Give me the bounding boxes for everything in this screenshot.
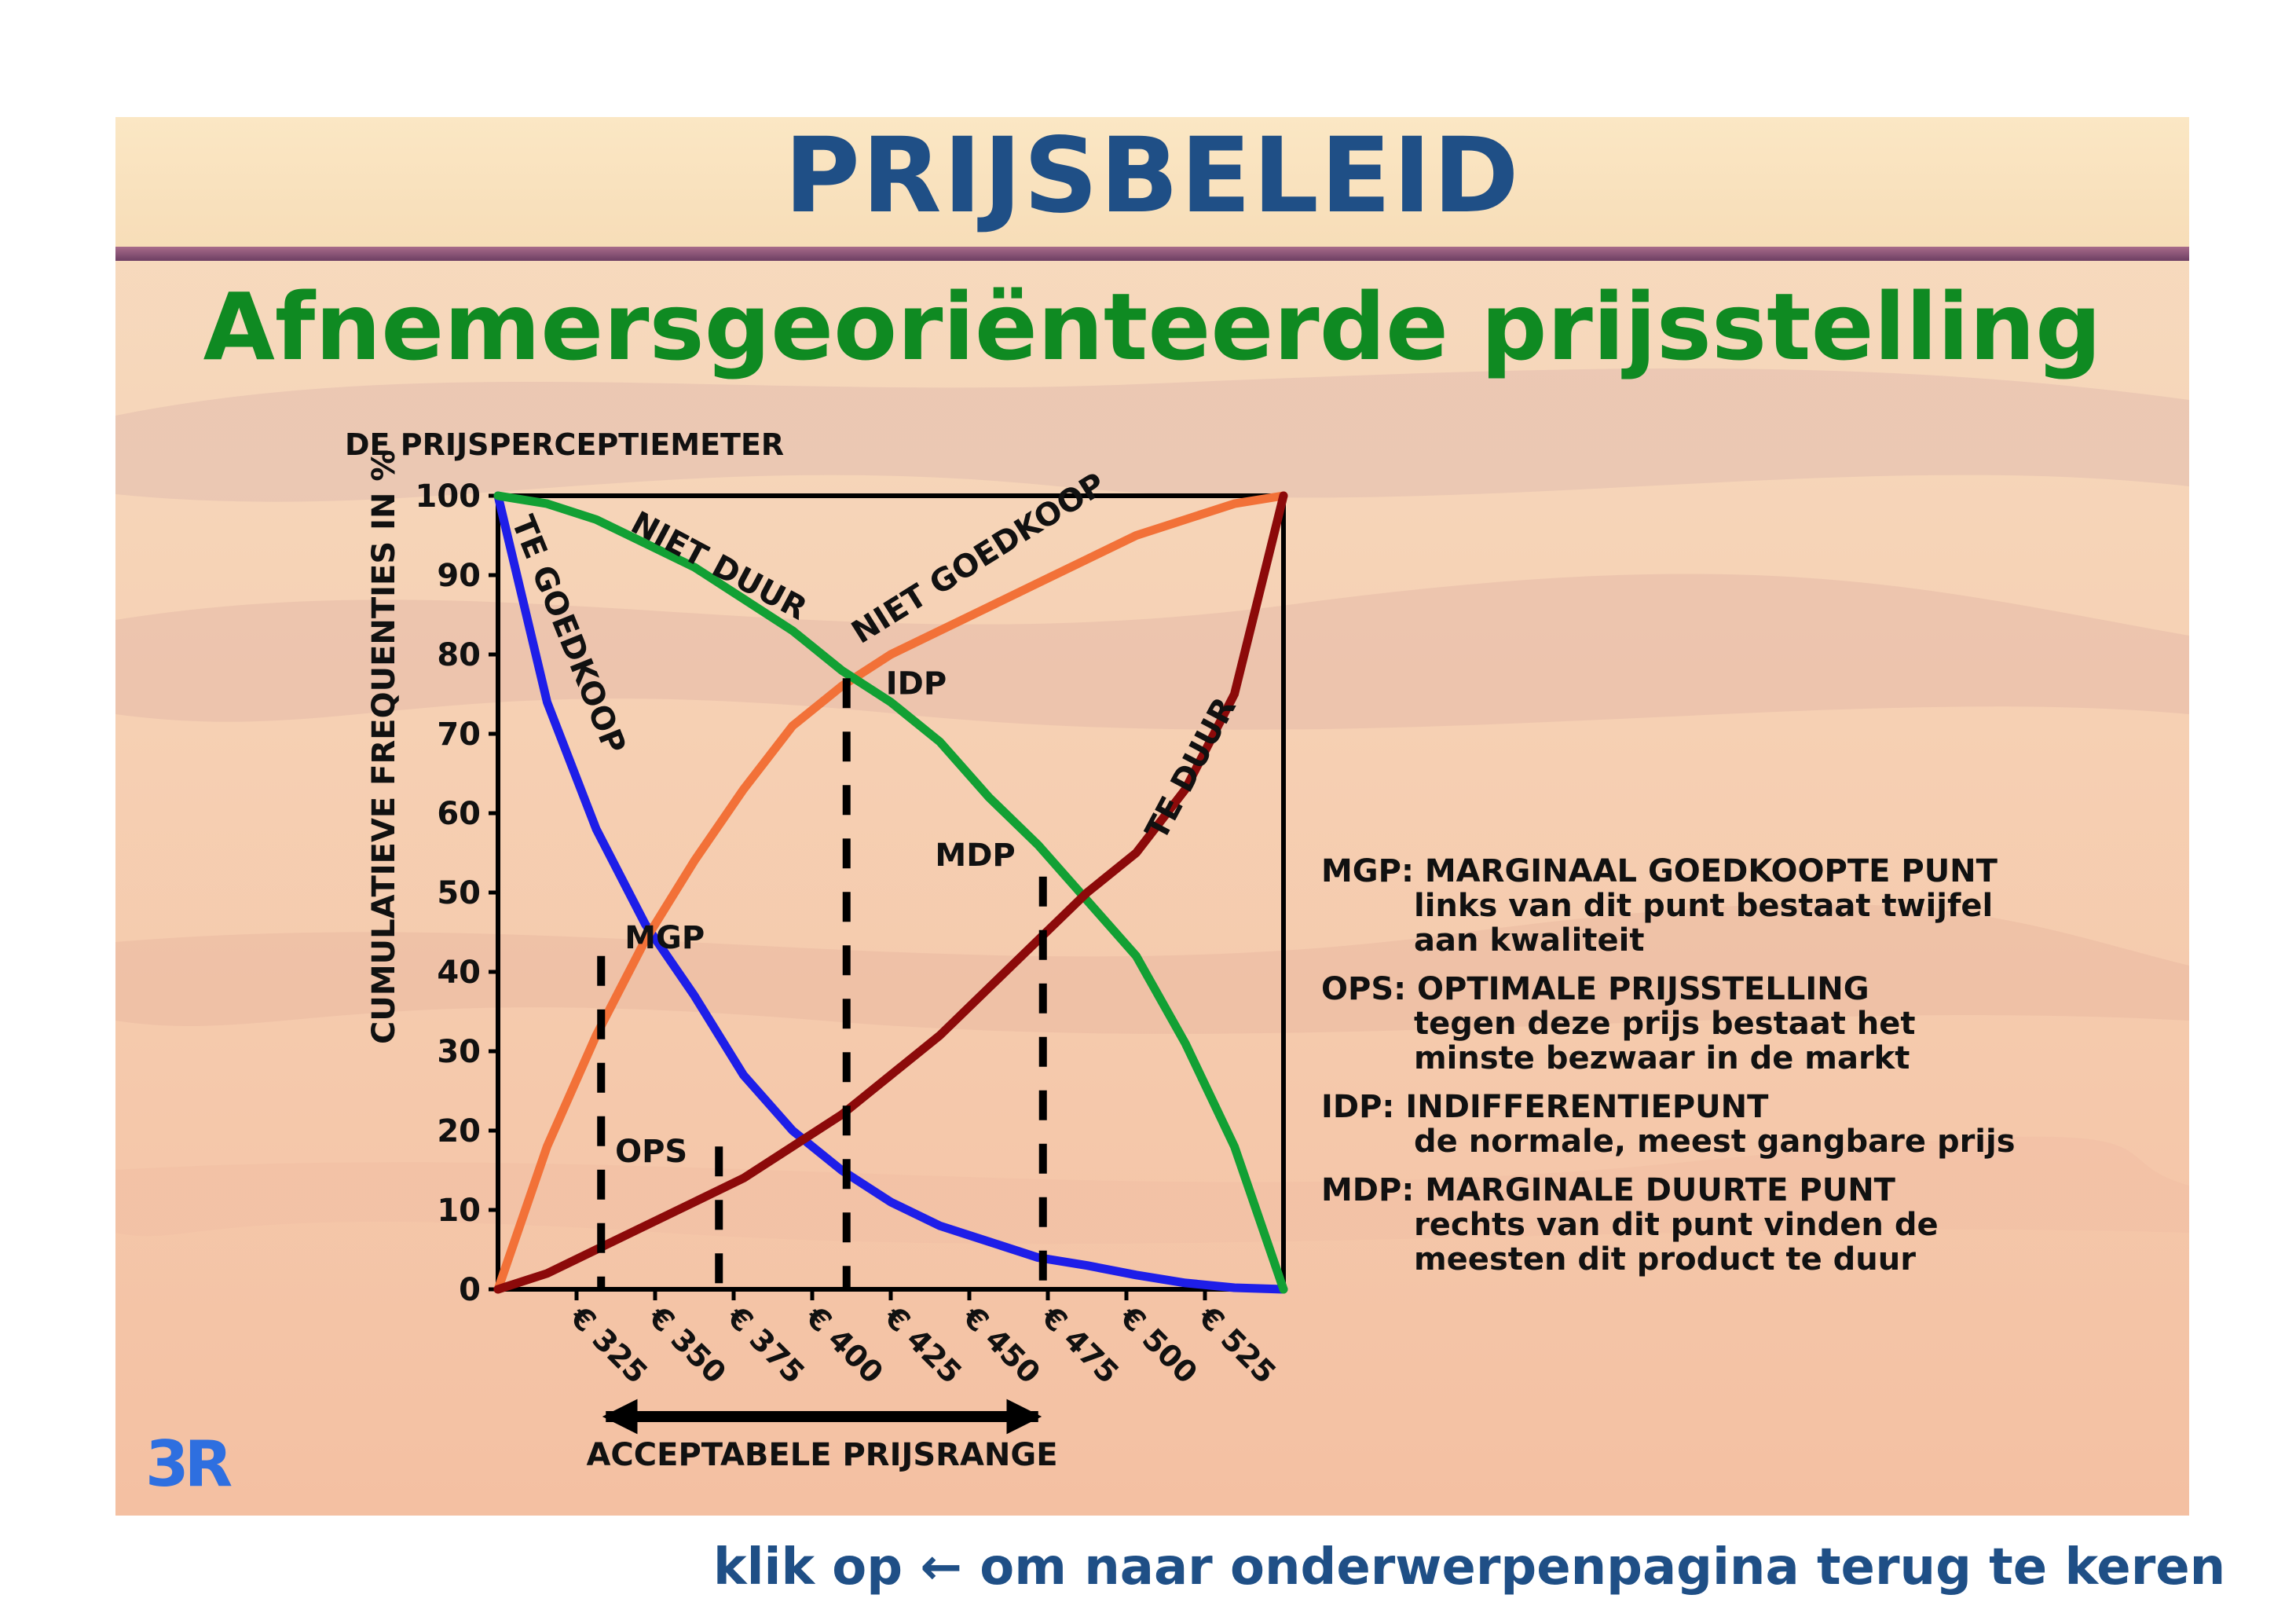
header-band: [115, 117, 2189, 247]
poi-label: MDP: [935, 838, 1015, 874]
logo-3r: 3R: [145, 1428, 233, 1501]
header-divider: [115, 247, 2189, 261]
legend-item-title: MDP: MARGINALE DUURTE PUNT: [1321, 1173, 2170, 1208]
legend-item-title: IDP: INDIFFERENTIEPUNT: [1321, 1090, 2170, 1124]
legend-abbr: MDP:: [1321, 1172, 1415, 1208]
y-tick-label: 60: [437, 796, 481, 832]
x-tick-label: € 525: [1192, 1300, 1283, 1391]
legend-item-title: OPS: OPTIMALE PRIJSSTELLING: [1321, 972, 2170, 1006]
y-axis-label: CUMULATIEVE FREQUENTIES IN %: [366, 450, 402, 1044]
back-navigation-text: klik op ← om naar onderwerpenpagina teru…: [713, 1538, 2225, 1597]
x-tick-label: € 500: [1113, 1300, 1204, 1391]
x-tick-label: € 325: [563, 1300, 654, 1391]
slide: PRIJSBELEID Afnemersgeoriënteerde prijss…: [115, 117, 2189, 1516]
legend-item: OPS: OPTIMALE PRIJSSTELLING tegen deze pr…: [1321, 972, 2170, 1076]
legend-name: MARGINAAL GOEDKOOPTE PUNT: [1413, 853, 1998, 889]
legend-item: MGP: MARGINAAL GOEDKOOPTE PUNT links van …: [1321, 854, 2170, 958]
legend-item: IDP: INDIFFERENTIEPUNT de normale, meest …: [1321, 1090, 2170, 1159]
y-tick-label: 20: [437, 1113, 481, 1149]
y-tick-label: 70: [437, 717, 481, 753]
chart-title: DE PRIJSPERCEPTIEMETER: [345, 427, 784, 462]
legend-description: tegen deze prijs bestaat het: [1414, 1006, 1916, 1042]
x-tick-label: € 450: [956, 1300, 1047, 1391]
footer-text-before: klik op: [713, 1538, 903, 1597]
x-tick-label: € 350: [642, 1300, 733, 1391]
y-tick-label: 0: [459, 1272, 481, 1308]
legend-description: rechts van dit punt vinden de: [1414, 1207, 1939, 1243]
series-label: TE DUUR: [1139, 691, 1243, 845]
legend-description: aan kwaliteit: [1414, 922, 1645, 959]
footer-text-after: om naar onderwerpenpagina terug te keren: [980, 1538, 2226, 1597]
y-tick-label: 80: [437, 637, 481, 673]
acceptable-price-range: ACCEPTABELE PRIJSRANGE: [586, 1399, 1058, 1473]
poi-label: IDP: [886, 665, 947, 702]
page-subtitle: Afnemersgeoriënteerde prijsstelling: [203, 273, 2102, 381]
x-axis-ticks: € 325€ 350€ 375€ 400€ 425€ 450€ 475€ 500…: [563, 1289, 1283, 1391]
series-line: [493, 491, 1288, 1294]
legend-abbr: MGP:: [1321, 853, 1414, 889]
y-tick-label: 30: [437, 1034, 481, 1070]
series-line: [493, 491, 1288, 1294]
legend-description: links van dit punt bestaat twijfel: [1414, 888, 1994, 924]
series-line: [493, 491, 1288, 1294]
plot-area: 0 10 20 30 40 50 60 70 80 90 100 MGP OPS IDP MDP TE GOE…: [416, 466, 1288, 1308]
legend-item: MDP: MARGINALE DUURTE PUNT rechts van dit…: [1321, 1173, 2170, 1277]
legend-name: MARGINALE DUURTE PUNT: [1414, 1172, 1895, 1208]
y-tick-label: 100: [416, 478, 482, 515]
series-label: TE GOEDKOOP: [504, 511, 632, 759]
x-tick-label: € 475: [1034, 1300, 1126, 1391]
legend-abbr: IDP:: [1321, 1089, 1395, 1125]
slide-background: [115, 117, 2189, 1516]
legend-name: OPTIMALE PRIJSSTELLING: [1406, 971, 1869, 1007]
x-tick-label: € 425: [877, 1300, 969, 1391]
legend-abbr: OPS:: [1321, 971, 1407, 1007]
range-arrow-label: ACCEPTABELE PRIJSRANGE: [586, 1437, 1057, 1473]
legend-description: de normale, meest gangbare prijs: [1414, 1124, 2016, 1160]
y-tick-label: 10: [437, 1193, 481, 1229]
legend-description: minste bezwaar in de markt: [1414, 1040, 1910, 1076]
back-arrow-icon[interactable]: ←: [920, 1538, 962, 1597]
y-tick-label: 40: [437, 955, 481, 991]
y-tick-label: 50: [437, 875, 481, 911]
series-line: [493, 491, 1288, 1294]
price-perception-chart: DE PRIJSPERCEPTIEMETER CUMULATIEVE FREQU…: [345, 427, 1288, 1473]
legend-item-title: MGP: MARGINAAL GOEDKOOPTE PUNT: [1321, 854, 2170, 889]
points-legend: MGP: MARGINAAL GOEDKOOPTE PUNT links van …: [1321, 854, 2170, 1291]
y-tick-label: 90: [437, 558, 481, 594]
legend-description: meesten dit product te duur: [1414, 1241, 1916, 1278]
poi-label: MGP: [624, 920, 705, 956]
legend-name: INDIFFERENTIEPUNT: [1394, 1089, 1769, 1125]
poi-label: OPS: [615, 1134, 687, 1170]
page-title: PRIJSBELEID: [784, 117, 1521, 236]
series-label: NIET DUUR: [625, 505, 813, 628]
x-tick-label: € 400: [799, 1300, 890, 1391]
x-tick-label: € 375: [720, 1300, 811, 1391]
